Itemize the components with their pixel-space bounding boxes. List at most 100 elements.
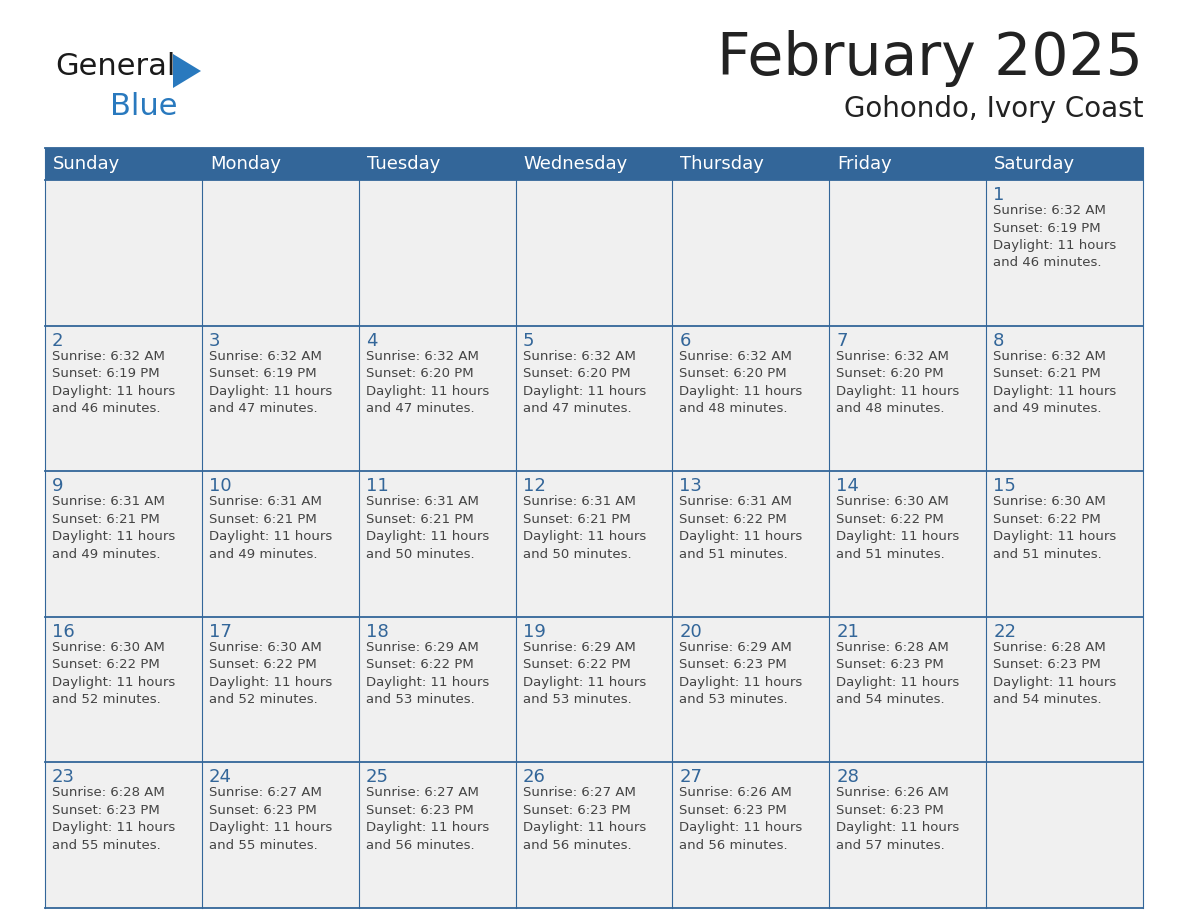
Text: Sunrise: 6:27 AM
Sunset: 6:23 PM
Daylight: 11 hours
and 56 minutes.: Sunrise: 6:27 AM Sunset: 6:23 PM Dayligh… [523,787,646,852]
Text: 27: 27 [680,768,702,787]
Text: February 2025: February 2025 [718,30,1143,87]
Bar [672,617,829,763]
Bar [516,326,672,471]
Text: 21: 21 [836,622,859,641]
Text: Sunrise: 6:32 AM
Sunset: 6:19 PM
Daylight: 11 hours
and 47 minutes.: Sunrise: 6:32 AM Sunset: 6:19 PM Dayligh… [209,350,333,415]
Bar [45,148,1143,180]
Bar [516,471,672,617]
Text: 2: 2 [52,331,63,350]
Text: 14: 14 [836,477,859,495]
Text: Sunrise: 6:31 AM
Sunset: 6:21 PM
Daylight: 11 hours
and 50 minutes.: Sunrise: 6:31 AM Sunset: 6:21 PM Dayligh… [523,495,646,561]
Bar [45,326,202,471]
Bar [986,471,1143,617]
Text: Saturday: Saturday [994,155,1075,173]
Bar [359,617,516,763]
Bar [359,180,516,326]
Bar [672,471,829,617]
Text: Sunrise: 6:29 AM
Sunset: 6:22 PM
Daylight: 11 hours
and 53 minutes.: Sunrise: 6:29 AM Sunset: 6:22 PM Dayligh… [523,641,646,706]
Text: 17: 17 [209,622,232,641]
Text: Sunrise: 6:30 AM
Sunset: 6:22 PM
Daylight: 11 hours
and 51 minutes.: Sunrise: 6:30 AM Sunset: 6:22 PM Dayligh… [836,495,960,561]
Text: 15: 15 [993,477,1016,495]
Bar [45,763,202,908]
Text: 26: 26 [523,768,545,787]
Text: Sunrise: 6:32 AM
Sunset: 6:20 PM
Daylight: 11 hours
and 48 minutes.: Sunrise: 6:32 AM Sunset: 6:20 PM Dayligh… [836,350,960,415]
Bar [986,617,1143,763]
Bar [516,180,672,326]
Text: 8: 8 [993,331,1005,350]
Text: 13: 13 [680,477,702,495]
Text: 25: 25 [366,768,388,787]
Text: Blue: Blue [110,92,177,121]
Text: 5: 5 [523,331,535,350]
Polygon shape [173,54,201,88]
Text: Sunrise: 6:32 AM
Sunset: 6:20 PM
Daylight: 11 hours
and 47 minutes.: Sunrise: 6:32 AM Sunset: 6:20 PM Dayligh… [523,350,646,415]
Bar [202,763,359,908]
Text: 16: 16 [52,622,75,641]
Text: Tuesday: Tuesday [367,155,440,173]
Text: 1: 1 [993,186,1005,204]
Bar [829,763,986,908]
Text: Sunrise: 6:26 AM
Sunset: 6:23 PM
Daylight: 11 hours
and 57 minutes.: Sunrise: 6:26 AM Sunset: 6:23 PM Dayligh… [836,787,960,852]
Text: Thursday: Thursday [681,155,764,173]
Bar [202,326,359,471]
Text: Sunrise: 6:32 AM
Sunset: 6:19 PM
Daylight: 11 hours
and 46 minutes.: Sunrise: 6:32 AM Sunset: 6:19 PM Dayligh… [993,204,1117,270]
Bar [359,471,516,617]
Bar [202,617,359,763]
Text: Friday: Friday [838,155,892,173]
Bar [45,471,202,617]
Bar [45,617,202,763]
Text: Sunrise: 6:31 AM
Sunset: 6:21 PM
Daylight: 11 hours
and 49 minutes.: Sunrise: 6:31 AM Sunset: 6:21 PM Dayligh… [209,495,333,561]
Text: 9: 9 [52,477,63,495]
Text: Sunrise: 6:28 AM
Sunset: 6:23 PM
Daylight: 11 hours
and 54 minutes.: Sunrise: 6:28 AM Sunset: 6:23 PM Dayligh… [836,641,960,706]
Bar [829,180,986,326]
Text: Sunrise: 6:32 AM
Sunset: 6:20 PM
Daylight: 11 hours
and 48 minutes.: Sunrise: 6:32 AM Sunset: 6:20 PM Dayligh… [680,350,803,415]
Text: 12: 12 [523,477,545,495]
Text: Sunrise: 6:32 AM
Sunset: 6:21 PM
Daylight: 11 hours
and 49 minutes.: Sunrise: 6:32 AM Sunset: 6:21 PM Dayligh… [993,350,1117,415]
Text: 22: 22 [993,622,1016,641]
Text: 20: 20 [680,622,702,641]
Text: Sunrise: 6:31 AM
Sunset: 6:22 PM
Daylight: 11 hours
and 51 minutes.: Sunrise: 6:31 AM Sunset: 6:22 PM Dayligh… [680,495,803,561]
Bar [516,763,672,908]
Text: 11: 11 [366,477,388,495]
Text: Sunrise: 6:30 AM
Sunset: 6:22 PM
Daylight: 11 hours
and 51 minutes.: Sunrise: 6:30 AM Sunset: 6:22 PM Dayligh… [993,495,1117,561]
Text: 28: 28 [836,768,859,787]
Text: 18: 18 [366,622,388,641]
Text: Sunrise: 6:31 AM
Sunset: 6:21 PM
Daylight: 11 hours
and 49 minutes.: Sunrise: 6:31 AM Sunset: 6:21 PM Dayligh… [52,495,176,561]
Bar [829,617,986,763]
Bar [202,180,359,326]
Text: 6: 6 [680,331,690,350]
Bar [359,326,516,471]
Bar [359,763,516,908]
Text: Sunrise: 6:29 AM
Sunset: 6:22 PM
Daylight: 11 hours
and 53 minutes.: Sunrise: 6:29 AM Sunset: 6:22 PM Dayligh… [366,641,489,706]
Text: Sunrise: 6:26 AM
Sunset: 6:23 PM
Daylight: 11 hours
and 56 minutes.: Sunrise: 6:26 AM Sunset: 6:23 PM Dayligh… [680,787,803,852]
Bar [829,326,986,471]
Bar [986,180,1143,326]
Text: Sunrise: 6:32 AM
Sunset: 6:20 PM
Daylight: 11 hours
and 47 minutes.: Sunrise: 6:32 AM Sunset: 6:20 PM Dayligh… [366,350,489,415]
Text: Sunrise: 6:28 AM
Sunset: 6:23 PM
Daylight: 11 hours
and 54 minutes.: Sunrise: 6:28 AM Sunset: 6:23 PM Dayligh… [993,641,1117,706]
Text: General: General [55,52,176,81]
Text: Gohondo, Ivory Coast: Gohondo, Ivory Coast [843,95,1143,123]
Bar [672,326,829,471]
Bar [829,471,986,617]
Bar [672,180,829,326]
Bar [986,763,1143,908]
Text: Sunrise: 6:32 AM
Sunset: 6:19 PM
Daylight: 11 hours
and 46 minutes.: Sunrise: 6:32 AM Sunset: 6:19 PM Dayligh… [52,350,176,415]
Text: Sunday: Sunday [53,155,120,173]
Text: Sunrise: 6:29 AM
Sunset: 6:23 PM
Daylight: 11 hours
and 53 minutes.: Sunrise: 6:29 AM Sunset: 6:23 PM Dayligh… [680,641,803,706]
Bar [45,180,202,326]
Text: 7: 7 [836,331,848,350]
Bar [672,763,829,908]
Text: Wednesday: Wednesday [524,155,627,173]
Text: 4: 4 [366,331,378,350]
Text: 24: 24 [209,768,232,787]
Text: 23: 23 [52,768,75,787]
Text: 3: 3 [209,331,220,350]
Bar [516,617,672,763]
Bar [986,326,1143,471]
Text: Sunrise: 6:30 AM
Sunset: 6:22 PM
Daylight: 11 hours
and 52 minutes.: Sunrise: 6:30 AM Sunset: 6:22 PM Dayligh… [52,641,176,706]
Text: Sunrise: 6:28 AM
Sunset: 6:23 PM
Daylight: 11 hours
and 55 minutes.: Sunrise: 6:28 AM Sunset: 6:23 PM Dayligh… [52,787,176,852]
Text: 19: 19 [523,622,545,641]
Bar [202,471,359,617]
Text: Sunrise: 6:30 AM
Sunset: 6:22 PM
Daylight: 11 hours
and 52 minutes.: Sunrise: 6:30 AM Sunset: 6:22 PM Dayligh… [209,641,333,706]
Text: Sunrise: 6:27 AM
Sunset: 6:23 PM
Daylight: 11 hours
and 55 minutes.: Sunrise: 6:27 AM Sunset: 6:23 PM Dayligh… [209,787,333,852]
